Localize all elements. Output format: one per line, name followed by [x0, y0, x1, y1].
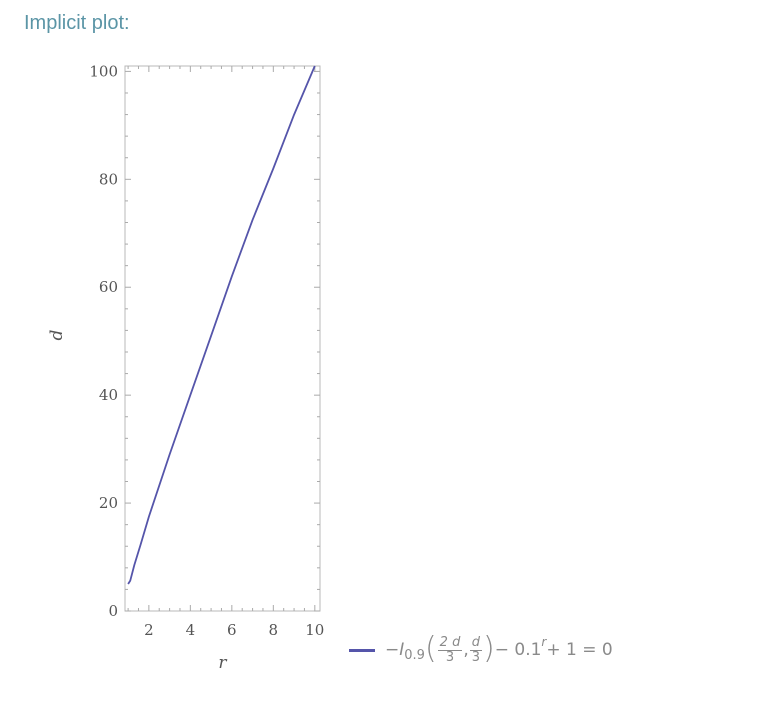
legend: − I 0.9 ( 2 d 3 , d 3 ) − 0.1 r + 1 = 0: [349, 630, 613, 670]
pod-title: Implicit plot:: [24, 12, 130, 34]
legend-close-paren: ): [483, 631, 495, 666]
legend-comma: ,: [463, 640, 469, 660]
x-tick-label: 8: [269, 621, 279, 639]
legend-open-paren: (: [424, 631, 437, 666]
legend-minus: −: [385, 640, 400, 660]
x-axis-label: r: [218, 653, 227, 673]
legend-superscript: r: [541, 635, 547, 649]
legend-I: I: [399, 640, 405, 660]
legend-subscript: 0.9: [404, 647, 425, 663]
y-tick-label: 20: [99, 494, 118, 512]
x-tick-label: 6: [227, 621, 237, 639]
legend-rest: + 1 = 0: [546, 640, 613, 660]
y-tick-label: 0: [108, 602, 118, 620]
legend-frac2-numerator: d: [469, 634, 482, 651]
legend-fraction-1: 2 d 3: [437, 634, 463, 665]
legend-frac1-denominator: 3: [445, 649, 455, 665]
legend-swatch: [349, 648, 375, 652]
legend-tail: − 0.1: [494, 640, 542, 660]
x-tick-label: 4: [186, 621, 196, 639]
x-tick-label: 10: [305, 621, 324, 639]
y-tick-label: 40: [99, 386, 118, 404]
x-tick-label: 2: [144, 621, 154, 639]
y-tick-label: 60: [99, 278, 118, 296]
y-tick-label: 100: [89, 62, 118, 80]
legend-fraction-2: d 3: [469, 634, 482, 665]
series-line: [127, 65, 316, 585]
y-tick-label: 80: [99, 170, 118, 188]
legend-frac1-numerator: 2 d: [437, 634, 463, 651]
legend-frac2-denominator: 3: [471, 649, 481, 665]
plot-frame: [124, 65, 321, 612]
y-axis-label: d: [47, 329, 67, 340]
